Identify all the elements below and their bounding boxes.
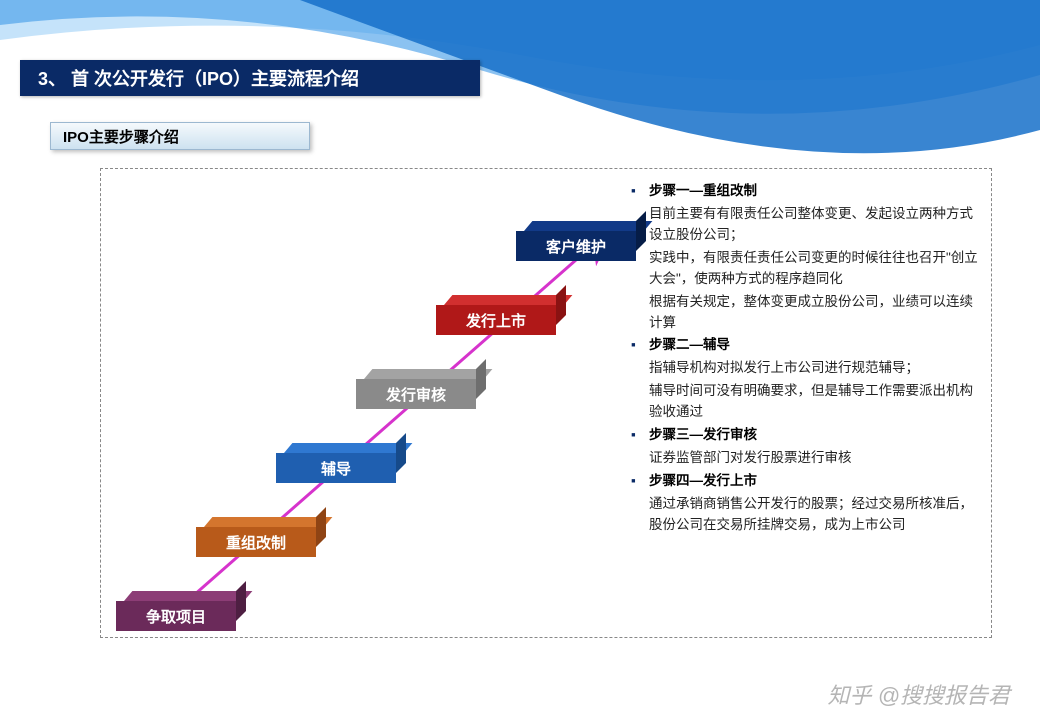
step2-title: 步骤二—辅导 [649, 335, 730, 356]
step1-title: 步骤一—重组改制 [649, 181, 757, 202]
section-subtitle: IPO主要步骤介绍 [50, 122, 310, 150]
step-block-3: 发行审核 [356, 379, 476, 409]
content-box: 争取项目 重组改制 辅导 发行审核 发行上市 客户维护 ▪步骤一—重组改制 目前主要有有限… [100, 168, 992, 638]
step-block-4: 发行上市 [436, 305, 556, 335]
step-block-5: 客户维护 [516, 231, 636, 261]
step-block-2: 辅导 [276, 453, 396, 483]
steps-description: ▪步骤一—重组改制 目前主要有有限责任公司整体变更、发起设立两种方式设立股份公司… [631, 181, 981, 538]
step2-line: 辅导时间可没有明确要求，但是辅导工作需要派出机构验收通过 [631, 381, 981, 423]
step-block-0: 争取项目 [116, 601, 236, 631]
step3-line: 证券监管部门对发行股票进行审核 [631, 448, 981, 469]
staircase-diagram: 争取项目重组改制辅导发行审核发行上市客户维护 [101, 169, 621, 639]
step4-line: 通过承销商销售公开发行的股票；经过交易所核准后，股份公司在交易所挂牌交易，成为上… [631, 494, 981, 536]
step3-title: 步骤三—发行审核 [649, 425, 757, 446]
section-title: 3、 首 次公开发行（IPO）主要流程介绍 [20, 60, 480, 96]
step2-line: 指辅导机构对拟发行上市公司进行规范辅导； [631, 358, 981, 379]
step1-line: 实践中，有限责任责任公司变更的时候往往也召开"创立大会"，使两种方式的程序趋同化 [631, 248, 981, 290]
watermark: 知乎 @搜搜报告君 [828, 678, 1010, 710]
step4-title: 步骤四—发行上市 [649, 471, 757, 492]
step-block-1: 重组改制 [196, 527, 316, 557]
step1-line: 目前主要有有限责任公司整体变更、发起设立两种方式设立股份公司； [631, 204, 981, 246]
step1-line: 根据有关规定，整体变更成立股份公司，业绩可以连续计算 [631, 292, 981, 334]
